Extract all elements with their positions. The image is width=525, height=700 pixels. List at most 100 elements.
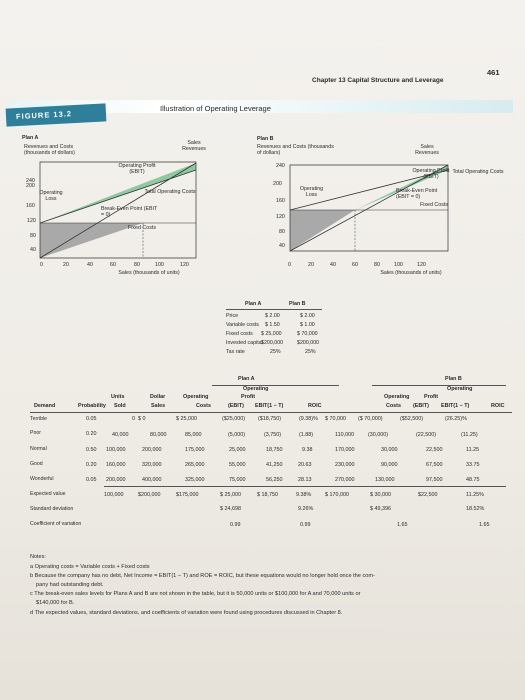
plan-b-ytick: 40 <box>279 243 285 249</box>
plan-b-total-cost-label: Total Operating Costs <box>452 169 504 175</box>
cell-ebitt: 18,750 <box>266 447 283 453</box>
plan-b-xtick: 100 <box>394 262 403 268</box>
plan-b-xtick: 60 <box>352 262 358 268</box>
plan-b-label: Plan B <box>257 136 274 142</box>
plan-b-loss-label: Operating Loss <box>299 186 324 199</box>
cell-costs: 265,000 <box>185 462 205 468</box>
cell-roic: (9.38)% <box>299 416 318 422</box>
params-cell: $ 2.00 <box>265 313 280 319</box>
head-units: Units <box>111 394 125 400</box>
plan-b-breakeven-label: Break-Even Point (EBIT = 0) <box>396 188 438 201</box>
col-ebit-a: (EBIT) <box>228 403 244 409</box>
col-sales: Sales <box>151 403 166 409</box>
params-header-rule <box>226 309 322 310</box>
plan-a-profit-label: Operating Profit (EBIT) <box>118 163 156 176</box>
cell-costs: $ 25,000 <box>176 416 197 422</box>
row-demand: Normal <box>30 446 47 452</box>
cell-ebit-b: 30,000 <box>381 447 398 453</box>
cell-costs-b: $ 170,000 <box>325 492 349 498</box>
plan-a-axes-box <box>39 161 197 259</box>
params-cell: $ 70,000 <box>297 331 318 337</box>
cell-ebit-b: $ 30,000 <box>370 492 391 498</box>
plan-b-loss-area <box>290 210 355 251</box>
note-b-line1: b Because the company has no debt, Net I… <box>30 573 375 579</box>
params-cell: 25% <box>305 349 316 355</box>
group-header-plan-b: Plan B <box>445 376 462 382</box>
note-a: a Operating costs = Variable costs + Fix… <box>30 564 150 570</box>
cell-roic-b: 48.75 <box>466 477 480 483</box>
cell-units: 0 <box>132 416 135 422</box>
cell-prob: 0.20 <box>86 431 97 437</box>
col-roic-a: ROIC <box>308 403 322 409</box>
row-demand: Wonderful <box>30 476 54 482</box>
cell-ebit: 25,000 <box>229 447 246 453</box>
plan-b-ytick: 160 <box>276 198 285 204</box>
cell-costs: 85,000 <box>185 432 202 438</box>
row-demand: Poor <box>30 430 41 436</box>
plan-a-ytick: 160 <box>26 203 35 209</box>
params-cell: $200,000 <box>261 340 284 346</box>
cell-ebitt: $ 18,750 <box>257 492 278 498</box>
cell-ebitt-b: ($52,500) <box>400 416 424 422</box>
params-cell: 25% <box>270 349 281 355</box>
cell-roic-b: 33.75 <box>466 462 480 468</box>
row-cv-label: Coefficient of variation <box>30 521 82 527</box>
row-demand: Good <box>30 461 43 467</box>
plan-a-xtick: 100 <box>155 262 164 268</box>
plan-b-profit-label: Operating Profit (EBIT) <box>412 168 450 181</box>
note-b-line2: pany had outstanding debt. <box>36 582 104 588</box>
plan-b-sales-label: Sales Revenues <box>415 144 439 157</box>
col-ebitt-a: EBIT(1 − T) <box>255 403 284 409</box>
col-probability: Probability <box>78 403 106 409</box>
cell-units: 200,000 <box>106 477 126 483</box>
cell-sales: 400,000 <box>142 477 162 483</box>
cell-ebit: $ 24,698 <box>220 506 241 512</box>
plan-a-ytick: 40 <box>30 247 36 253</box>
cell-ebitt: ($18,750) <box>258 416 282 422</box>
params-cell: $ 1.00 <box>300 322 315 328</box>
group-rule-a <box>212 385 339 386</box>
figure-title-band <box>8 100 513 113</box>
plan-b-ytick: 80 <box>279 229 285 235</box>
cell-prob: 0.50 <box>86 447 97 453</box>
cell-prob: 0.05 <box>86 416 97 422</box>
note-d: d The expected values, standard deviatio… <box>30 610 343 616</box>
cell-ebit-b: (30,000) <box>368 432 389 438</box>
cell-sales: 200,000 <box>142 447 162 453</box>
plan-a-ytick: 120 <box>27 218 36 224</box>
cell-ebit-b: 90,000 <box>381 462 398 468</box>
plan-a-label: Plan A <box>22 135 39 141</box>
col-costs-a: Costs <box>196 403 211 409</box>
cell-costs-b: 270,000 <box>335 477 355 483</box>
cell-ebit-b: $ 49,396 <box>370 506 391 512</box>
plan-a-ytick: 80 <box>30 233 36 239</box>
plan-a-sales-label: Sales Revenues <box>182 140 206 153</box>
cell-costs-b: 230,000 <box>335 462 355 468</box>
params-cell: $ 25,000 <box>261 331 282 337</box>
params-cell: $ 1.50 <box>265 322 280 328</box>
cell-ebit-b: ($ 70,000) <box>358 416 383 422</box>
plan-a-ylabel: Revenues and Costs (thousands of dollars… <box>24 144 75 157</box>
cell-units: 40,000 <box>112 432 129 438</box>
cell-prob: 0.20 <box>86 462 97 468</box>
cell-ebit: ($25,000) <box>222 416 246 422</box>
row-expected-label: Expected value <box>30 491 66 497</box>
params-cell: $200,000 <box>297 340 320 346</box>
cell-ebit: 0.99 <box>230 522 241 528</box>
cell-ebitt: 41,250 <box>266 462 283 468</box>
plan-a-fixed-label: Fixed Costs <box>128 225 156 231</box>
plan-b-ytick: 240 <box>276 163 285 169</box>
plan-a-xtick: 80 <box>134 262 140 268</box>
head-profit-a: Profit <box>241 394 256 400</box>
cell-sales: 320,000 <box>142 462 162 468</box>
cell-roic-b: 11.25% <box>466 492 484 498</box>
params-row-label: Invested capital <box>226 340 263 346</box>
plan-a-xlabel: Sales (thousands of units) <box>118 270 180 276</box>
plan-a-loss-area <box>40 223 143 258</box>
cell-ebitt: (3,750) <box>264 432 282 438</box>
plan-a-breakeven-label: Break-Even Point (EBIT = 0) <box>101 206 158 219</box>
head-operating-a: Operating <box>183 394 209 400</box>
plan-b-ytick: 200 <box>273 181 282 187</box>
chapter-header: Chapter 13 Capital Structure and Leverag… <box>312 77 444 84</box>
